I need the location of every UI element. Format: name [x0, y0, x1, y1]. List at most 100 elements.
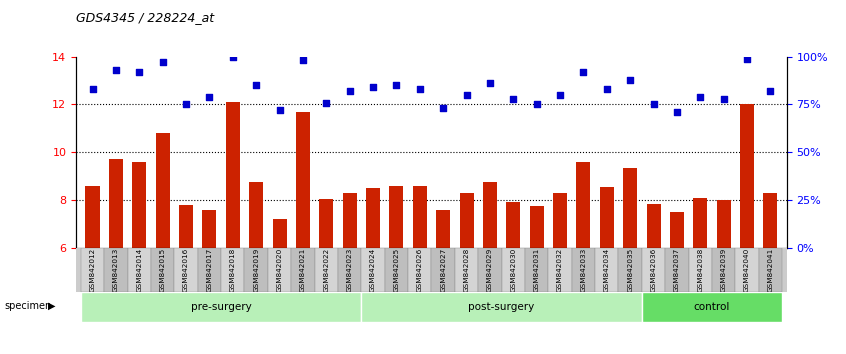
Bar — [717, 200, 731, 248]
Point — [764, 88, 777, 94]
Point — [226, 54, 239, 59]
Point — [577, 69, 591, 75]
Bar — [128, 248, 151, 292]
Bar — [366, 188, 380, 248]
Bar — [244, 248, 268, 292]
Text: GSM842012: GSM842012 — [90, 248, 96, 292]
Bar — [624, 168, 637, 248]
Point — [483, 81, 497, 86]
Bar — [272, 219, 287, 248]
Text: GSM842037: GSM842037 — [674, 248, 680, 292]
Point — [179, 102, 193, 107]
Bar — [151, 248, 174, 292]
Point — [390, 82, 404, 88]
Bar — [81, 292, 361, 322]
Point — [740, 56, 754, 61]
Point — [156, 59, 169, 65]
Text: GSM842039: GSM842039 — [721, 248, 727, 292]
Text: GSM842036: GSM842036 — [651, 248, 656, 292]
Text: GSM842019: GSM842019 — [253, 248, 259, 292]
Bar — [431, 248, 455, 292]
Bar — [437, 210, 450, 248]
Point — [717, 96, 730, 102]
Bar — [296, 112, 310, 248]
Point — [366, 84, 380, 90]
Bar — [104, 248, 128, 292]
Bar — [553, 193, 567, 248]
Bar — [502, 248, 525, 292]
Text: GSM842031: GSM842031 — [534, 248, 540, 292]
Bar — [525, 248, 548, 292]
Point — [530, 102, 543, 107]
Bar — [85, 185, 100, 248]
Point — [507, 96, 520, 102]
Bar — [595, 248, 618, 292]
Bar — [338, 248, 361, 292]
Text: GSM842041: GSM842041 — [767, 248, 773, 292]
Text: ▶: ▶ — [48, 301, 56, 311]
Point — [85, 86, 99, 92]
Text: GSM842026: GSM842026 — [417, 248, 423, 292]
Text: GSM842014: GSM842014 — [136, 248, 142, 292]
Bar — [600, 187, 614, 248]
Text: GSM842017: GSM842017 — [206, 248, 212, 292]
Point — [646, 102, 660, 107]
Text: GSM842027: GSM842027 — [440, 248, 446, 292]
Bar — [572, 248, 595, 292]
Bar — [221, 248, 244, 292]
Bar — [249, 182, 263, 248]
Bar — [693, 198, 707, 248]
Bar — [506, 202, 520, 248]
Bar — [413, 185, 426, 248]
Bar — [408, 248, 431, 292]
Bar — [665, 248, 689, 292]
Bar — [478, 248, 502, 292]
Point — [413, 86, 426, 92]
Bar — [763, 193, 777, 248]
Point — [553, 92, 567, 98]
Point — [250, 82, 263, 88]
Bar — [389, 185, 404, 248]
Bar — [642, 292, 782, 322]
Text: GSM842021: GSM842021 — [299, 248, 306, 292]
Text: GSM842028: GSM842028 — [464, 248, 470, 292]
Point — [202, 94, 216, 99]
Point — [437, 105, 450, 111]
Text: pre-surgery: pre-surgery — [190, 302, 251, 312]
Point — [624, 77, 637, 82]
Bar — [156, 133, 170, 248]
Bar — [226, 102, 239, 248]
Text: GSM842025: GSM842025 — [393, 248, 399, 292]
Text: GSM842034: GSM842034 — [604, 248, 610, 292]
Point — [133, 69, 146, 75]
Bar — [618, 248, 642, 292]
Bar — [670, 212, 684, 248]
Bar — [646, 204, 661, 248]
Text: GSM842020: GSM842020 — [277, 248, 283, 292]
Bar — [109, 159, 123, 248]
Point — [296, 58, 310, 63]
Point — [320, 100, 333, 105]
Point — [272, 107, 286, 113]
Text: GSM842018: GSM842018 — [230, 248, 236, 292]
Point — [343, 88, 356, 94]
Point — [694, 94, 707, 99]
Bar — [361, 248, 385, 292]
Text: GSM842035: GSM842035 — [627, 248, 633, 292]
Bar — [315, 248, 338, 292]
Text: GDS4345 / 228224_at: GDS4345 / 228224_at — [76, 11, 214, 24]
Bar — [530, 206, 544, 248]
Text: GSM842030: GSM842030 — [510, 248, 516, 292]
Text: specimen: specimen — [4, 301, 52, 311]
Text: GSM842023: GSM842023 — [347, 248, 353, 292]
Text: GSM842013: GSM842013 — [113, 248, 119, 292]
Text: GSM842022: GSM842022 — [323, 248, 329, 292]
Bar — [174, 248, 198, 292]
Bar — [483, 182, 497, 248]
Bar — [268, 248, 291, 292]
Bar — [759, 248, 782, 292]
Bar — [343, 193, 357, 248]
Text: GSM842032: GSM842032 — [557, 248, 563, 292]
Text: GSM842038: GSM842038 — [697, 248, 703, 292]
Bar — [179, 205, 193, 248]
